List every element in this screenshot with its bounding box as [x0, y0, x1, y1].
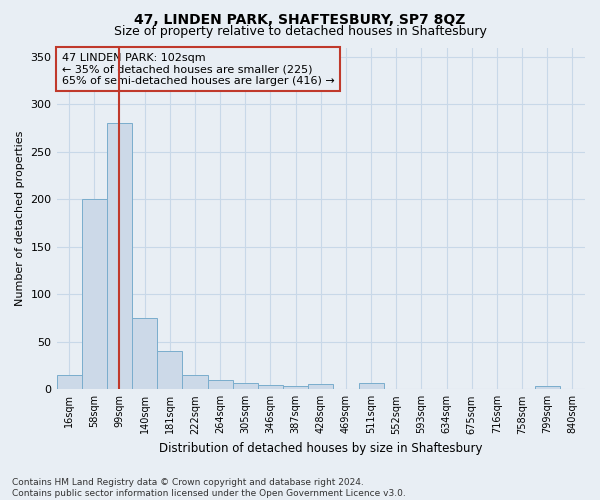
- Bar: [535, 386, 560, 390]
- Text: Size of property relative to detached houses in Shaftesbury: Size of property relative to detached ho…: [113, 25, 487, 38]
- Bar: [258, 384, 283, 390]
- Bar: [132, 318, 157, 390]
- Bar: [308, 384, 334, 390]
- Y-axis label: Number of detached properties: Number of detached properties: [15, 130, 25, 306]
- Text: 47 LINDEN PARK: 102sqm
← 35% of detached houses are smaller (225)
65% of semi-de: 47 LINDEN PARK: 102sqm ← 35% of detached…: [62, 52, 335, 86]
- Bar: [233, 382, 258, 390]
- Bar: [182, 375, 208, 390]
- Text: Contains HM Land Registry data © Crown copyright and database right 2024.
Contai: Contains HM Land Registry data © Crown c…: [12, 478, 406, 498]
- Bar: [283, 386, 308, 390]
- Bar: [208, 380, 233, 390]
- Bar: [82, 200, 107, 390]
- Text: 47, LINDEN PARK, SHAFTESBURY, SP7 8QZ: 47, LINDEN PARK, SHAFTESBURY, SP7 8QZ: [134, 12, 466, 26]
- Bar: [157, 352, 182, 390]
- Bar: [107, 124, 132, 390]
- Bar: [56, 375, 82, 390]
- Bar: [359, 382, 383, 390]
- X-axis label: Distribution of detached houses by size in Shaftesbury: Distribution of detached houses by size …: [159, 442, 482, 455]
